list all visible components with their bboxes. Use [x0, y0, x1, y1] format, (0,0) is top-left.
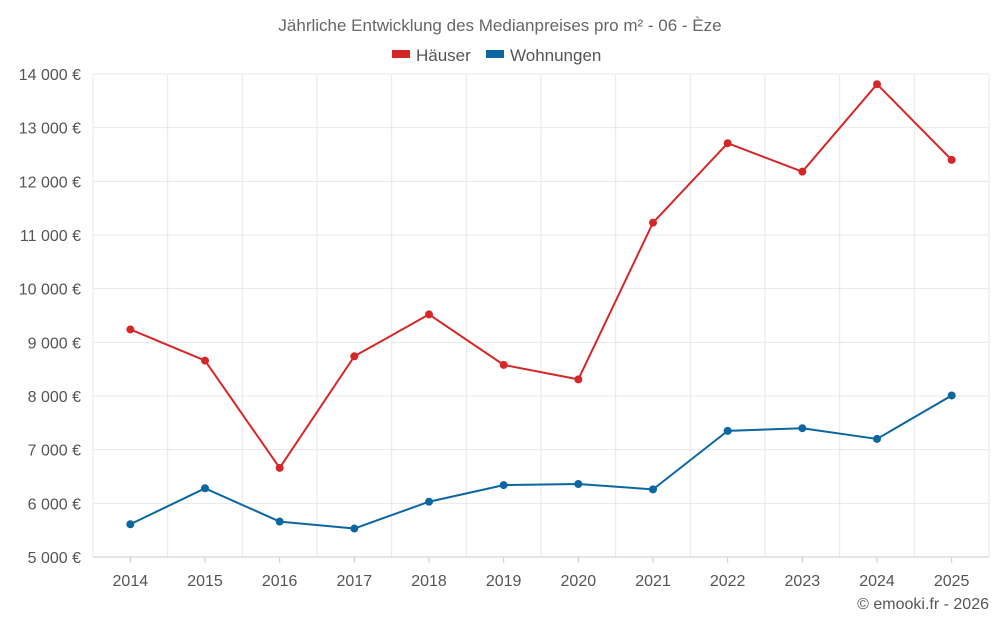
x-tick-label: 2019: [486, 573, 522, 590]
data-point-haeuser[interactable]: [798, 167, 807, 176]
axes: 5 000 € 6 000 € 7 000 € 8 000 € 9 000 € 10 00…: [19, 67, 989, 590]
y-tick-label: 13 000 €: [19, 121, 81, 138]
x-tick-label: 2025: [934, 573, 970, 590]
data-point-wohnungen[interactable]: [574, 480, 583, 489]
x-tick-label: 2018: [411, 573, 447, 590]
x-tick-label: 2023: [785, 573, 821, 590]
data-point-wohnungen[interactable]: [873, 434, 881, 443]
y-tick-label: 9 000 €: [28, 335, 81, 352]
credit-text: © emooki.fr - 2026: [857, 596, 989, 613]
x-tick-label: 2021: [635, 573, 671, 590]
data-point-wohnungen[interactable]: [649, 485, 657, 494]
legend-label-wohnungen: Wohnungen: [510, 46, 601, 65]
y-tick-label: 5 000 €: [28, 550, 81, 567]
data-point-haeuser[interactable]: [126, 325, 135, 334]
x-tick-label: 2015: [187, 573, 223, 590]
y-tick-label: 10 000 €: [19, 282, 81, 299]
data-point-haeuser[interactable]: [350, 352, 359, 361]
x-tick-label: 2024: [859, 573, 895, 590]
y-tick-label: 12 000 €: [19, 174, 81, 191]
data-point-haeuser[interactable]: [201, 356, 209, 365]
legend-swatch-haeuser: [392, 50, 410, 58]
x-tick-label: 2014: [113, 573, 149, 590]
data-point-haeuser[interactable]: [574, 375, 583, 384]
x-tick-label: 2020: [561, 573, 597, 590]
y-tick-label: 11 000 €: [20, 228, 81, 245]
x-tick-label: 2016: [262, 573, 298, 590]
data-point-haeuser[interactable]: [873, 80, 881, 89]
data-point-wohnungen[interactable]: [350, 524, 359, 533]
data-point-wohnungen[interactable]: [126, 520, 135, 529]
legend-swatch-wohnungen: [486, 50, 504, 58]
y-tick-label: 6 000 €: [28, 496, 81, 513]
y-tick-label: 7 000 €: [28, 443, 81, 460]
data-point-haeuser[interactable]: [499, 360, 508, 369]
data-point-haeuser[interactable]: [947, 155, 956, 164]
legend-label-haeuser: Häuser: [416, 46, 471, 65]
data-point-wohnungen[interactable]: [499, 481, 508, 490]
x-tick-label: 2022: [710, 573, 746, 590]
data-point-wohnungen[interactable]: [798, 424, 807, 433]
y-tick-label: 14 000 €: [19, 67, 81, 84]
gridlines: [92, 73, 990, 558]
legend-item-haeuser[interactable]: Häuser: [392, 46, 471, 65]
data-point-haeuser[interactable]: [425, 310, 433, 319]
series-line-wohnungen: [129, 394, 953, 530]
legend: Häuser Wohnungen: [392, 46, 601, 65]
chart-title: Jährliche Entwicklung des Medianpreises …: [278, 16, 721, 35]
y-tick-label: 8 000 €: [28, 389, 81, 406]
data-point-wohnungen[interactable]: [201, 484, 209, 493]
series-line-haeuser: [129, 83, 953, 469]
legend-item-wohnungen[interactable]: Wohnungen: [486, 46, 601, 65]
data-point-wohnungen[interactable]: [947, 391, 956, 400]
data-point-haeuser[interactable]: [649, 218, 657, 227]
data-point-wohnungen[interactable]: [275, 517, 284, 526]
data-point-haeuser[interactable]: [723, 139, 732, 148]
data-point-wohnungen[interactable]: [723, 426, 732, 435]
x-tick-label: 2017: [337, 573, 373, 590]
data-point-wohnungen[interactable]: [425, 497, 433, 506]
series: [126, 80, 956, 533]
data-point-haeuser[interactable]: [275, 463, 284, 472]
